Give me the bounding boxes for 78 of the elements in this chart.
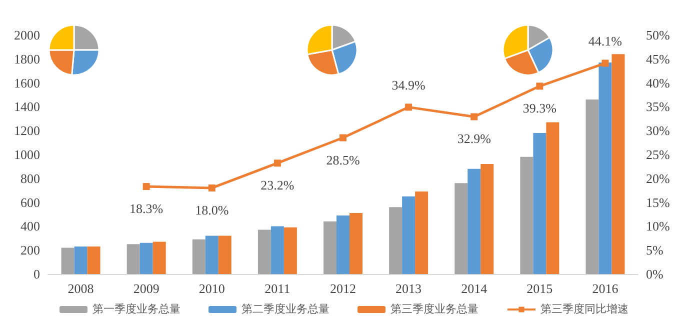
data-label: 18.0% xyxy=(195,202,229,218)
x-tick-label: 2014 xyxy=(461,281,488,296)
y-tick-label: 1000 xyxy=(14,147,40,162)
x-tick-label: 2011 xyxy=(264,281,290,296)
data-label: 32.9% xyxy=(457,131,492,146)
y-tick-label: 400 xyxy=(20,218,40,234)
point xyxy=(208,184,216,192)
legend-label: 第一季度业务总量 xyxy=(92,302,180,316)
y2-tick-label: 45% xyxy=(646,51,670,66)
point xyxy=(340,134,346,142)
y-tick-label: 200 xyxy=(20,242,40,258)
y2-tick-label: 40% xyxy=(646,75,670,90)
bar xyxy=(533,132,546,274)
legend-label: 第三季度业务总量 xyxy=(390,302,478,316)
y-tick-label: 600 xyxy=(20,194,40,210)
y2-tick-label: 35% xyxy=(646,99,670,114)
y-tick-label: 0 xyxy=(34,266,40,282)
y-tick-label: 2000 xyxy=(14,28,40,42)
point xyxy=(602,60,609,67)
legend-label: 第三季度同比增速 xyxy=(540,302,628,316)
y2-tick-label: 25% xyxy=(646,147,670,162)
bar xyxy=(468,168,481,274)
bar xyxy=(546,122,560,274)
y-tick-label: 1800 xyxy=(14,51,40,66)
bar xyxy=(350,213,362,274)
bar xyxy=(598,62,612,274)
bar xyxy=(140,242,153,274)
y-tick-label: 1600 xyxy=(14,75,40,90)
x-tick-label: 2009 xyxy=(133,281,160,296)
data-label: 28.5% xyxy=(326,152,360,168)
bar xyxy=(61,248,74,274)
point xyxy=(536,82,544,90)
y2-tick-label: 15% xyxy=(646,194,670,210)
bar xyxy=(218,236,232,274)
bar xyxy=(612,54,625,274)
data-label: 34.9% xyxy=(392,78,426,93)
x-tick-label: 2015 xyxy=(526,281,553,296)
bar xyxy=(454,183,468,274)
data-label: 18.3% xyxy=(130,201,164,216)
point xyxy=(405,104,412,111)
y2-tick-label: 5% xyxy=(646,242,664,258)
x-tick-label: 2008 xyxy=(68,281,94,296)
data-label: 39.3% xyxy=(522,100,557,116)
y-tick-label: 1200 xyxy=(14,123,40,138)
bar xyxy=(192,239,206,274)
bar xyxy=(586,100,599,274)
bar xyxy=(126,244,140,274)
bar xyxy=(520,156,534,274)
y2-tick-label: 10% xyxy=(646,218,670,234)
y2-tick-label: 30% xyxy=(646,123,670,138)
bar xyxy=(336,215,350,274)
bar xyxy=(402,196,416,274)
x-tick-label: 2010 xyxy=(198,281,225,296)
data-label: 23.2% xyxy=(260,178,294,193)
y2-tick-label: 50% xyxy=(646,28,670,42)
bar xyxy=(270,226,284,274)
y-tick-label: 800 xyxy=(20,170,40,186)
y2-tick-label: 20% xyxy=(646,170,670,186)
x-tick-label: 2016 xyxy=(592,281,619,296)
y-tick-label: 1400 xyxy=(14,99,40,114)
bar xyxy=(258,230,271,274)
point xyxy=(470,113,478,120)
data-label: 44.1% xyxy=(588,34,622,49)
bar xyxy=(389,207,402,274)
y2-tick-label: 0% xyxy=(646,266,664,282)
bar xyxy=(415,192,428,274)
bar xyxy=(74,246,88,274)
x-tick-label: 2013 xyxy=(396,281,422,296)
bar xyxy=(205,236,218,274)
bar xyxy=(152,242,166,274)
x-tick-label: 2012 xyxy=(330,281,356,296)
point xyxy=(142,183,150,190)
bar xyxy=(87,246,100,274)
legend-label: 第二季度业务总量 xyxy=(242,302,330,316)
bar xyxy=(324,221,336,274)
bar xyxy=(284,227,297,274)
point xyxy=(274,160,281,167)
bar xyxy=(480,164,494,274)
